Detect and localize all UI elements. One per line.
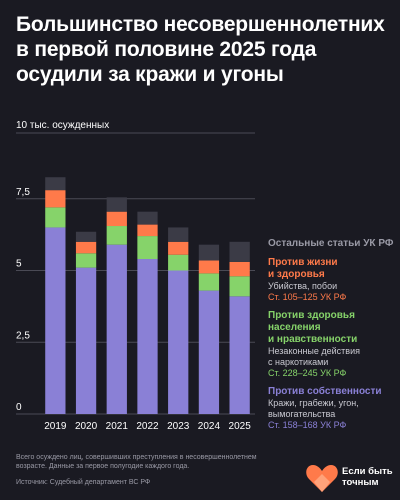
legend-health-articles: Ст. 228–245 УК РФ [268, 368, 347, 378]
x-tick-label: 2024 [198, 421, 221, 432]
bar-segment-life-2021 [106, 211, 127, 227]
bar-segment-other-2020 [75, 231, 97, 242]
bar-segment-property-2025 [229, 296, 250, 414]
footnote-line: Всего осуждено лиц, совершивших преступл… [16, 454, 257, 461]
unit-label: 10 тыс. осужденных [16, 120, 109, 131]
footnote: Всего осуждено лиц, совершивших преступл… [16, 453, 316, 471]
y-tick-label: 2,5 [16, 330, 30, 341]
heart-logo-icon [306, 465, 338, 492]
brand-line: точным [342, 477, 379, 488]
legend-health-head-line: населения [268, 322, 321, 333]
stacked-bar-chart: 10 тыс. осужденных 0 2,5 5 7,5 2019 2020 2021… [16, 120, 255, 432]
bar-segment-health-2025 [229, 276, 250, 297]
bar-segment-life-2019 [45, 190, 66, 208]
bar-segment-health-2022 [137, 236, 158, 260]
brand-logo: Если быть точным [305, 460, 400, 496]
legend-life-body: Убийства, побои [268, 281, 338, 291]
legend-life: Против жизни и здоровья Убийства, побои … [268, 257, 398, 303]
bar-segment-life-2023 [168, 241, 189, 255]
bar-segment-property-2021 [106, 244, 127, 414]
y-tick-label: 7,5 [16, 187, 30, 198]
legend-health-body-line: Незаконные действия [268, 346, 360, 356]
legend-other-head: Остальные статьи УК РФ [268, 238, 394, 249]
bar-segment-other-2024 [198, 244, 220, 261]
footnote-line: возрасте. Данные за первое полугодие каж… [16, 463, 190, 470]
x-tick-label: 2025 [229, 421, 252, 432]
bar-segment-health-2023 [168, 254, 189, 271]
legend-health: Против здоровья населения и нравственнос… [268, 310, 398, 379]
legend-life-head-line: и здоровья [268, 269, 325, 280]
legend-health-body-line: с наркотиками [268, 357, 329, 367]
bar-segment-life-2025 [229, 261, 250, 277]
title-line: осудили за кражи и угоны [16, 63, 284, 86]
chart-title: Большинство несовершеннолетних в первой … [16, 12, 386, 87]
bar-segment-life-2024 [198, 260, 220, 274]
legend-property-body-line: Кражи, грабежи, угон, [268, 398, 359, 408]
bar-segment-property-2023 [168, 270, 189, 414]
bar-segment-property-2019 [45, 227, 66, 414]
legend-health-head-line: Против здоровья [268, 310, 355, 321]
bar-segment-health-2021 [106, 226, 127, 245]
legend-property-body-line: вымогательства [268, 409, 336, 419]
bar-segment-health-2024 [198, 273, 220, 291]
legend-other: Остальные статьи УК РФ [268, 238, 398, 250]
bars [45, 177, 250, 414]
bar-segment-life-2020 [75, 241, 97, 254]
x-tick-label: 2023 [167, 421, 190, 432]
bar-segment-health-2019 [45, 207, 66, 228]
y-tick-label: 5 [16, 259, 22, 270]
title-line: Большинство несовершеннолетних [16, 13, 385, 36]
bar-segment-life-2022 [137, 224, 158, 237]
x-tick-label: 2020 [75, 421, 98, 432]
bar-segment-property-2022 [137, 259, 158, 414]
bar-segment-other-2019 [45, 177, 66, 191]
brand-name: Если быть точным [342, 466, 393, 488]
x-tick-label: 2022 [136, 421, 159, 432]
x-tick-labels: 2019 2020 2021 2022 2023 2024 2025 [44, 421, 251, 432]
bar-segment-other-2022 [137, 211, 158, 225]
bar-segment-other-2021 [106, 197, 127, 212]
title-line: в первой половине 2025 года [16, 38, 317, 61]
x-tick-label: 2021 [106, 421, 129, 432]
x-tick-label: 2019 [44, 421, 67, 432]
legend-property-articles: Ст. 158–168 УК РФ [268, 420, 347, 430]
legend-life-articles: Ст. 105–125 УК РФ [268, 292, 347, 302]
legend: Остальные статьи УК РФ Против жизни и зд… [268, 238, 398, 438]
bar-segment-health-2020 [75, 253, 97, 268]
y-tick-label: 0 [16, 402, 22, 413]
legend-life-head-line: Против жизни [268, 257, 338, 268]
legend-health-head-line: и нравственности [268, 334, 358, 345]
bar-segment-property-2024 [198, 290, 220, 414]
legend-property-head: Против собственности [268, 386, 382, 397]
y-tick-labels: 0 2,5 5 7,5 [16, 187, 30, 413]
bar-segment-property-2020 [75, 267, 97, 414]
bar-segment-other-2023 [168, 227, 189, 242]
brand-line: Если быть [342, 466, 393, 477]
legend-property: Против собственности Кражи, грабежи, уго… [268, 386, 398, 431]
bar-segment-other-2025 [229, 241, 250, 262]
source-note: Источник: Судебный департамент ВС РФ [16, 479, 151, 486]
